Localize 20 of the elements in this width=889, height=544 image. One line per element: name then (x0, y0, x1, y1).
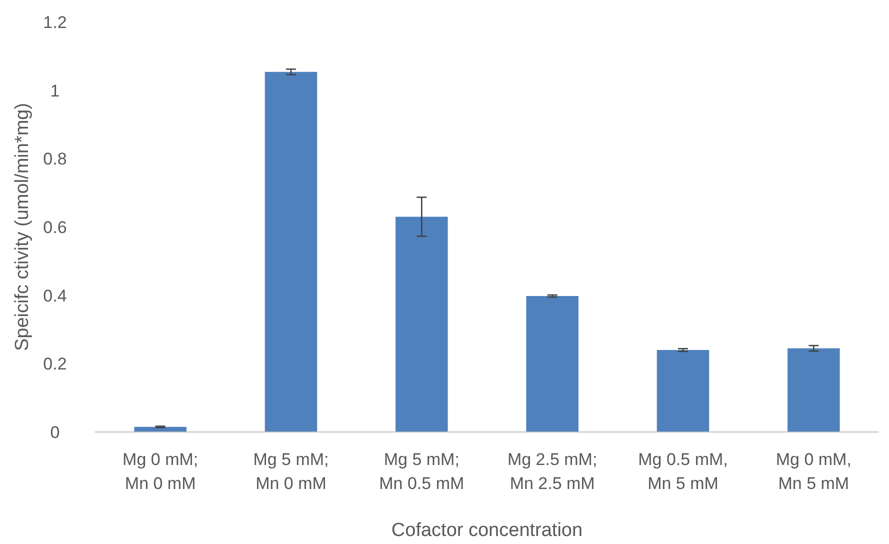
y-tick-label: 0.4 (43, 286, 67, 306)
x-tick-label: Mg 5 mM; Mn 0.5 mM (379, 450, 464, 493)
bar (656, 350, 710, 432)
y-tick-label: 0.8 (43, 150, 67, 169)
bar (264, 72, 318, 432)
x-tick-label: Mg 2.5 mM; Mn 2.5 mM (507, 450, 598, 493)
y-tick-label: 0.2 (43, 354, 67, 374)
y-axis-title: Speicifc ctivity (umol/min*mg) (12, 102, 33, 352)
bar (526, 296, 578, 432)
x-tick-label: Mg 5 mM; Mn 0 mM (253, 450, 329, 493)
bar (396, 216, 448, 432)
y-tick-label: 1 (50, 81, 60, 100)
y-tick-label: 1.2 (43, 13, 67, 32)
y-tick-label: 0 (50, 423, 60, 442)
x-tick-label: Mg 0 mM; Mn 0 mM (122, 450, 198, 493)
x-tick-label: Mg 0 mM, Mn 5 mM (776, 450, 852, 493)
x-axis-title: Cofactor concentration (391, 520, 583, 541)
bar (788, 348, 840, 432)
x-tick-label: Mg 0.5 mM, Mn 5 mM (638, 450, 728, 493)
y-tick-label: 0.6 (43, 218, 67, 237)
